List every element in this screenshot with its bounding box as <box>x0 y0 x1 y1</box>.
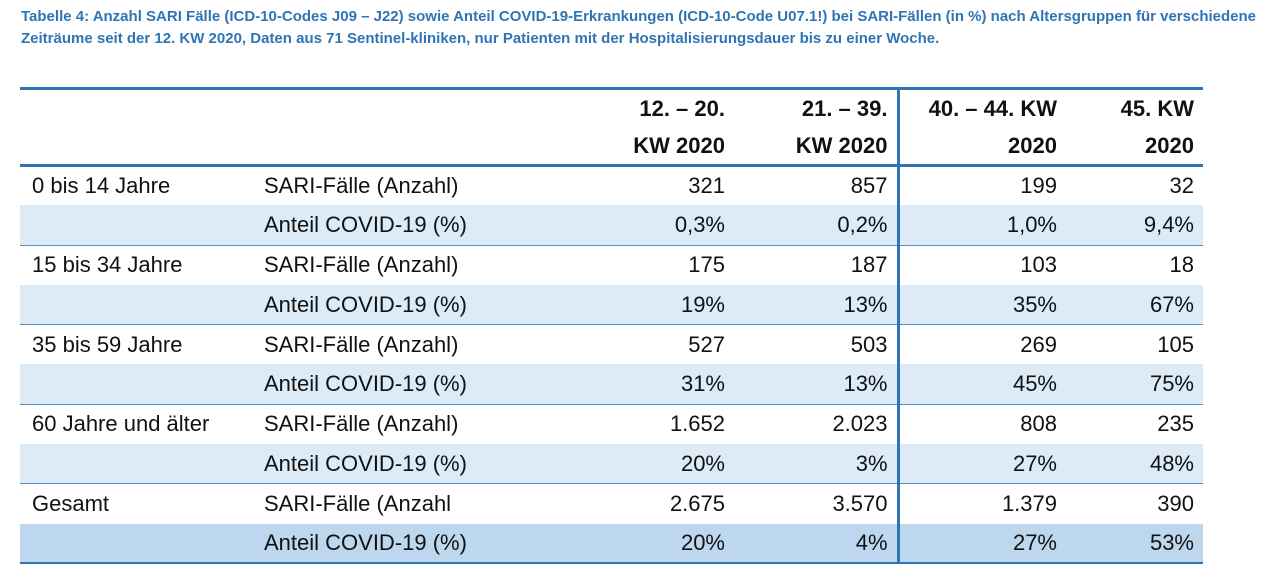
value-cell: 67% <box>1066 284 1203 325</box>
table-row: 60 Jahre und älter SARI-Fälle (Anzahl) 1… <box>20 403 1203 445</box>
value-cell: 19% <box>520 284 734 325</box>
value-cell: 9,4% <box>1066 205 1203 246</box>
value-cell: 53% <box>1066 523 1203 565</box>
metric-label: Anteil COVID-19 (%) <box>258 284 520 325</box>
header-row: 12. – 20. KW 2020 21. – 39. KW 2020 40. … <box>20 87 1203 167</box>
value-cell: 48% <box>1066 444 1203 484</box>
column-header-line: 2020 <box>1145 133 1194 158</box>
value-cell: 27% <box>896 523 1066 565</box>
metric-label: SARI-Fälle (Anzahl) <box>264 173 459 199</box>
table-row: Anteil COVID-19 (%) 31% 13% 45% 75% <box>20 364 1203 405</box>
value-cell: 20% <box>520 444 734 484</box>
value-cell: 31% <box>520 364 734 405</box>
age-group-label <box>20 205 258 246</box>
value-cell: 18 <box>1066 244 1203 285</box>
column-header-period-4: 45. KW 2020 <box>1066 87 1203 167</box>
metric-label: Anteil COVID-19 (%) <box>258 364 520 405</box>
age-group-label <box>20 523 258 565</box>
age-group-label: 15 bis 34 Jahre <box>20 244 258 285</box>
table-row: 35 bis 59 Jahre SARI-Fälle (Anzahl) 527 … <box>20 324 1203 365</box>
age-group-label: Gesamt <box>20 483 258 524</box>
age-group-label <box>20 284 258 325</box>
column-header-line: 12. – 20. <box>639 96 725 121</box>
value-cell: 2.023 <box>734 403 898 445</box>
value-cell: 13% <box>734 284 898 325</box>
table-row: Anteil COVID-19 (%) 20% 3% 27% 48% <box>20 444 1203 484</box>
value-cell: 2.675 <box>520 483 734 524</box>
value-cell: 527 <box>520 324 734 365</box>
column-header-line: KW 2020 <box>633 133 725 158</box>
value-cell: 235 <box>1066 403 1203 445</box>
column-header-line: KW 2020 <box>795 133 888 158</box>
table-row: Anteil COVID-19 (%) 0,3% 0,2% 1,0% 9,4% <box>20 205 1203 246</box>
value-cell: 105 <box>1066 324 1203 365</box>
metric-label: SARI-Fälle (Anzahl <box>258 483 520 524</box>
value-cell: 503 <box>734 324 898 365</box>
value-cell: 20% <box>520 523 734 565</box>
column-header-period-3: 40. – 44. KW 2020 <box>896 87 1066 167</box>
value-cell: 390 <box>1066 483 1203 524</box>
age-group-label: 0 bis 14 Jahre <box>32 173 171 199</box>
table-caption: Tabelle 4: Anzahl SARI Fälle (ICD-10-Cod… <box>21 8 1257 47</box>
age-group-label <box>20 364 258 405</box>
value-cell: 35% <box>896 284 1066 325</box>
column-header-line: 45. KW <box>1120 96 1194 121</box>
metric-label: Anteil COVID-19 (%) <box>258 205 520 246</box>
value-cell: 3% <box>734 444 898 484</box>
age-group-label <box>20 444 258 484</box>
column-header-period-2: 21. – 39. KW 2020 <box>734 87 898 167</box>
metric-label: SARI-Fälle (Anzahl) <box>258 324 520 365</box>
metric-label: Anteil COVID-19 (%) <box>258 444 520 484</box>
value-cell: 199 <box>896 165 1066 206</box>
value-cell: 32 <box>1169 173 1194 199</box>
value-cell: 4% <box>734 523 898 565</box>
value-cell: 0,2% <box>734 205 898 246</box>
value-cell: 1,0% <box>896 205 1066 246</box>
table-row: 0 bis 14 Jahre SARI-Fälle (Anzahl) 321 8… <box>20 165 1203 206</box>
metric-label: Anteil COVID-19 (%) <box>258 523 520 565</box>
table-row: 15 bis 34 Jahre SARI-Fälle (Anzahl) 175 … <box>20 244 1203 285</box>
column-header-line: 21. – 39. <box>801 96 888 121</box>
value-cell: 0,3% <box>520 205 734 246</box>
table-row-total: Gesamt SARI-Fälle (Anzahl 2.675 3.570 1.… <box>20 483 1203 524</box>
header-blank-cell <box>20 87 520 167</box>
age-group-label: 60 Jahre und älter <box>20 403 258 445</box>
value-cell: 187 <box>734 244 898 285</box>
value-cell: 1.652 <box>520 403 734 445</box>
column-header-line: 40. – 44. KW <box>928 96 1057 121</box>
column-header-period-1: 12. – 20. KW 2020 <box>520 87 734 167</box>
metric-label: SARI-Fälle (Anzahl) <box>258 244 520 285</box>
sari-table: 12. – 20. KW 2020 21. – 39. KW 2020 40. … <box>20 87 1203 565</box>
metric-label: SARI-Fälle (Anzahl) <box>258 403 520 445</box>
value-cell: 13% <box>734 364 898 405</box>
value-cell: 3.570 <box>734 483 898 524</box>
value-cell: 103 <box>896 244 1066 285</box>
value-cell: 1.379 <box>896 483 1066 524</box>
value-cell: 857 <box>850 173 888 199</box>
column-header-line: 2020 <box>1008 133 1057 158</box>
value-cell: 175 <box>520 244 734 285</box>
table-row: Anteil COVID-19 (%) 19% 13% 35% 67% <box>20 284 1203 325</box>
age-group-label: 35 bis 59 Jahre <box>20 324 258 365</box>
value-cell: 27% <box>896 444 1066 484</box>
value-cell: 75% <box>1066 364 1203 405</box>
value-cell: 808 <box>896 403 1066 445</box>
value-cell: 45% <box>896 364 1066 405</box>
value-cell: 269 <box>896 324 1066 365</box>
table-row-total: Anteil COVID-19 (%) 20% 4% 27% 53% <box>20 523 1203 565</box>
value-cell: 321 <box>688 173 725 199</box>
